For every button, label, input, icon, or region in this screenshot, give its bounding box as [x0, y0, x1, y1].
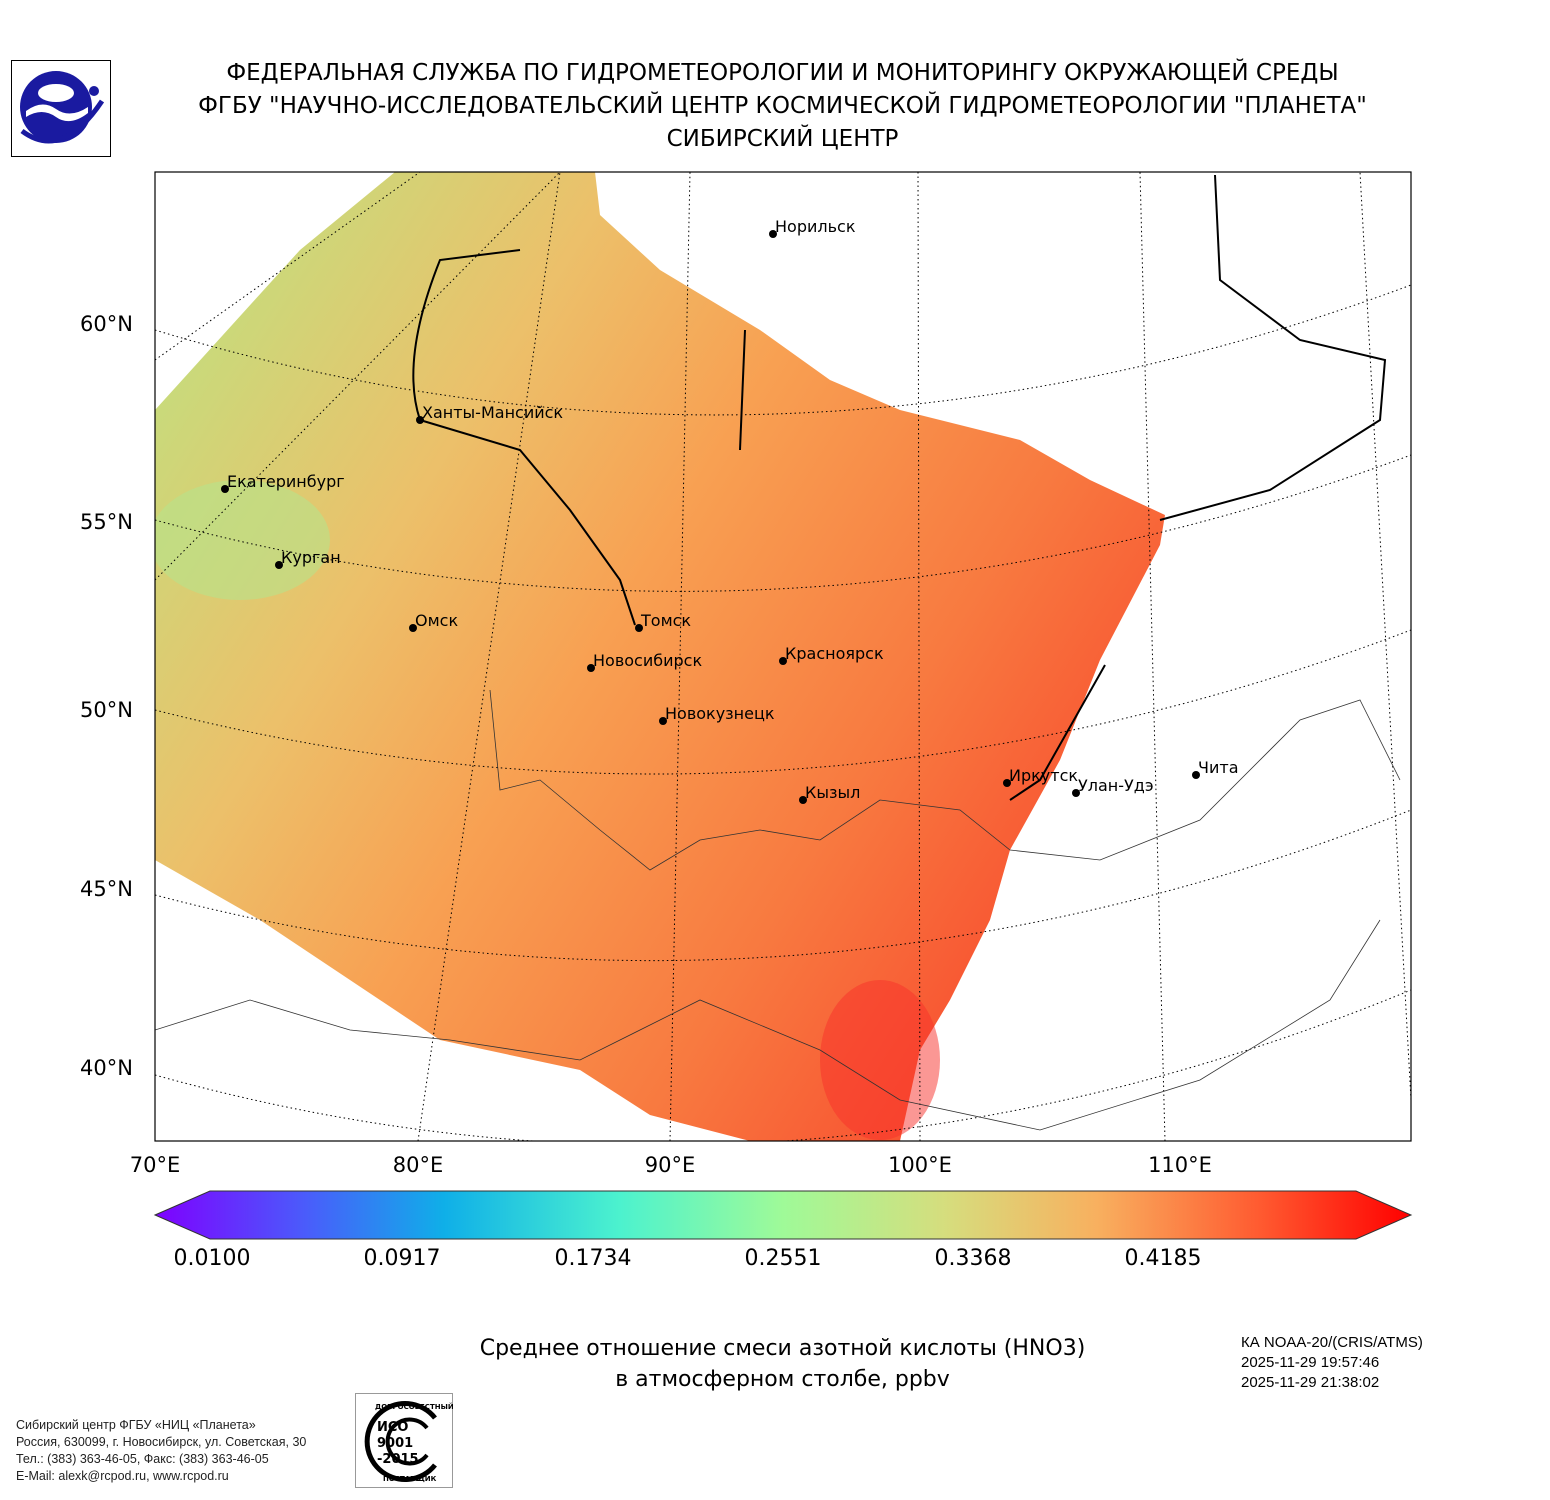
city-label: Омск — [415, 611, 458, 630]
footer-org: Сибирский центр ФГБУ «НИЦ «Планета» — [16, 1418, 256, 1432]
city-label: Кызыл — [805, 783, 860, 802]
header-line-1: ФЕДЕРАЛЬНАЯ СЛУЖБА ПО ГИДРОМЕТЕОРОЛОГИИ … — [226, 60, 1339, 86]
city-label: Новосибирск — [593, 651, 702, 670]
colorbar-tick: 0.1734 — [554, 1246, 632, 1271]
iso-text: ИСО — [377, 1420, 408, 1435]
graticule — [155, 172, 1411, 1141]
lon-label: 100°E — [888, 1153, 952, 1177]
city-label: Курган — [281, 548, 341, 567]
footer-phone: Тел.: (383) 363-46-05, Факс: (383) 363-4… — [16, 1452, 269, 1466]
lat-label: 45°N — [80, 877, 133, 901]
city-label: Чита — [1198, 758, 1239, 777]
colorbar-tick: 0.0100 — [173, 1246, 251, 1271]
footer-email: E-Mail: alexk@rcpod.ru, www.rcpod.ru — [16, 1469, 229, 1483]
iso-text: ПОСТАВЩИК — [383, 1475, 437, 1483]
footer-address: Сибирский центр ФГБУ «НИЦ «Планета» Росс… — [16, 1417, 306, 1485]
lon-label: 90°E — [644, 1153, 696, 1177]
city-marker — [409, 624, 417, 632]
end-time: 2025-11-29 21:38:02 — [1241, 1374, 1380, 1391]
colorbar-tick: 0.3368 — [934, 1246, 1012, 1271]
city-label: Томск — [640, 611, 691, 630]
lon-label: 80°E — [392, 1153, 444, 1177]
city-marker — [635, 624, 643, 632]
city-label: Норильск — [775, 217, 856, 236]
footer-street: Россия, 630099, г. Новосибирск, ул. Сове… — [16, 1435, 307, 1449]
satellite-info: КА NOAA-20/(CRIS/ATMS) 2025-11-29 19:57:… — [1241, 1333, 1423, 1393]
colorbar-tick: 0.4185 — [1124, 1246, 1202, 1271]
header-line-2: ФГБУ "НАУЧНО-ИССЛЕДОВАТЕЛЬСКИЙ ЦЕНТР КОС… — [198, 93, 1367, 119]
city-marker — [1192, 771, 1200, 779]
colorbar-tick: 0.0917 — [363, 1246, 441, 1271]
map-frame — [154, 171, 1412, 1142]
header: ФЕДЕРАЛЬНАЯ СЛУЖБА ПО ГИДРОМЕТЕОРОЛОГИИ … — [150, 57, 1415, 156]
title-line-1: Среднее отношение смеси азотной кислоты … — [479, 1336, 1086, 1361]
lat-label: 40°N — [80, 1056, 133, 1080]
map-title: Среднее отношение смеси азотной кислоты … — [400, 1333, 1165, 1395]
city-marker — [779, 657, 787, 665]
lat-label: 50°N — [80, 698, 133, 722]
data-field — [155, 172, 1165, 1141]
city-marker — [221, 485, 229, 493]
city-marker — [275, 561, 283, 569]
city-marker — [587, 664, 595, 672]
city-label: Улан-Удэ — [1078, 776, 1154, 795]
header-line-3: СИБИРСКИЙ ЦЕНТР — [666, 126, 899, 152]
city-marker — [416, 416, 424, 424]
lon-label: 110°E — [1148, 1153, 1212, 1177]
colorbar — [153, 1190, 1413, 1240]
lat-label: 55°N — [80, 510, 133, 534]
city-marker — [799, 796, 807, 804]
iso-text: 9001 — [377, 1436, 413, 1451]
city-marker — [769, 230, 777, 238]
city-label: Ханты-Мансийск — [422, 403, 563, 422]
colorbar-tick: 0.2551 — [744, 1246, 822, 1271]
city-marker — [1003, 779, 1011, 787]
borders — [155, 689, 1401, 1131]
city-label: Екатеринбург — [227, 472, 345, 491]
iso-text: -2015 — [377, 1452, 419, 1467]
city-marker — [1072, 789, 1080, 797]
lat-label: 60°N — [80, 312, 133, 336]
lon-label: 70°E — [129, 1153, 181, 1177]
satellite-name: КА NOAA-20/(CRIS/ATMS) — [1241, 1334, 1423, 1351]
planeta-logo — [11, 60, 111, 157]
city-label: Новокузнецк — [665, 704, 775, 723]
city-label: Красноярск — [785, 644, 884, 663]
title-line-2: в атмосферном столбе, ppbv — [615, 1367, 950, 1392]
rivers — [412, 174, 1387, 801]
iso-text: ДОБРОСОВЕСТНЫЙ — [375, 1402, 453, 1411]
city-label: Иркутск — [1009, 766, 1078, 785]
start-time: 2025-11-29 19:57:46 — [1241, 1354, 1380, 1371]
city-marker — [659, 717, 667, 725]
